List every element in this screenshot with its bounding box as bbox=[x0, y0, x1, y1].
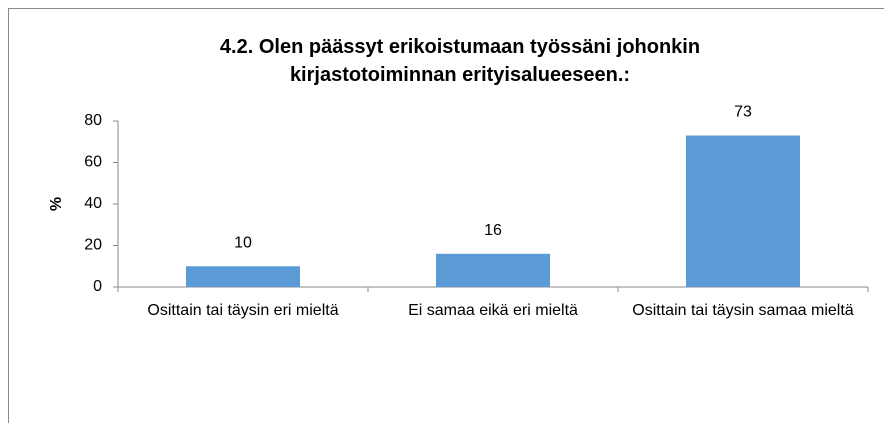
y-axis-label: % bbox=[48, 197, 65, 211]
y-tick-label: 0 bbox=[93, 278, 102, 295]
value-label: 73 bbox=[734, 104, 752, 121]
value-label: 16 bbox=[484, 222, 502, 239]
bar bbox=[186, 266, 300, 287]
y-tick-label: 80 bbox=[84, 112, 102, 129]
x-tick-label: Osittain tai täysin eri mieltä bbox=[147, 302, 339, 319]
y-tick-label: 60 bbox=[84, 154, 102, 171]
chart-title: 4.2. Olen päässyt erikoistumaan työssäni… bbox=[219, 36, 701, 86]
bar bbox=[686, 135, 800, 287]
y-tick-label: 40 bbox=[84, 195, 102, 212]
value-label: 10 bbox=[234, 234, 252, 251]
bar bbox=[436, 253, 550, 287]
x-tick-label: Ei samaa eikä eri mieltä bbox=[408, 302, 578, 319]
y-tick-label: 20 bbox=[84, 237, 102, 254]
x-tick-label: Osittain tai täysin samaa mieltä bbox=[632, 302, 854, 319]
